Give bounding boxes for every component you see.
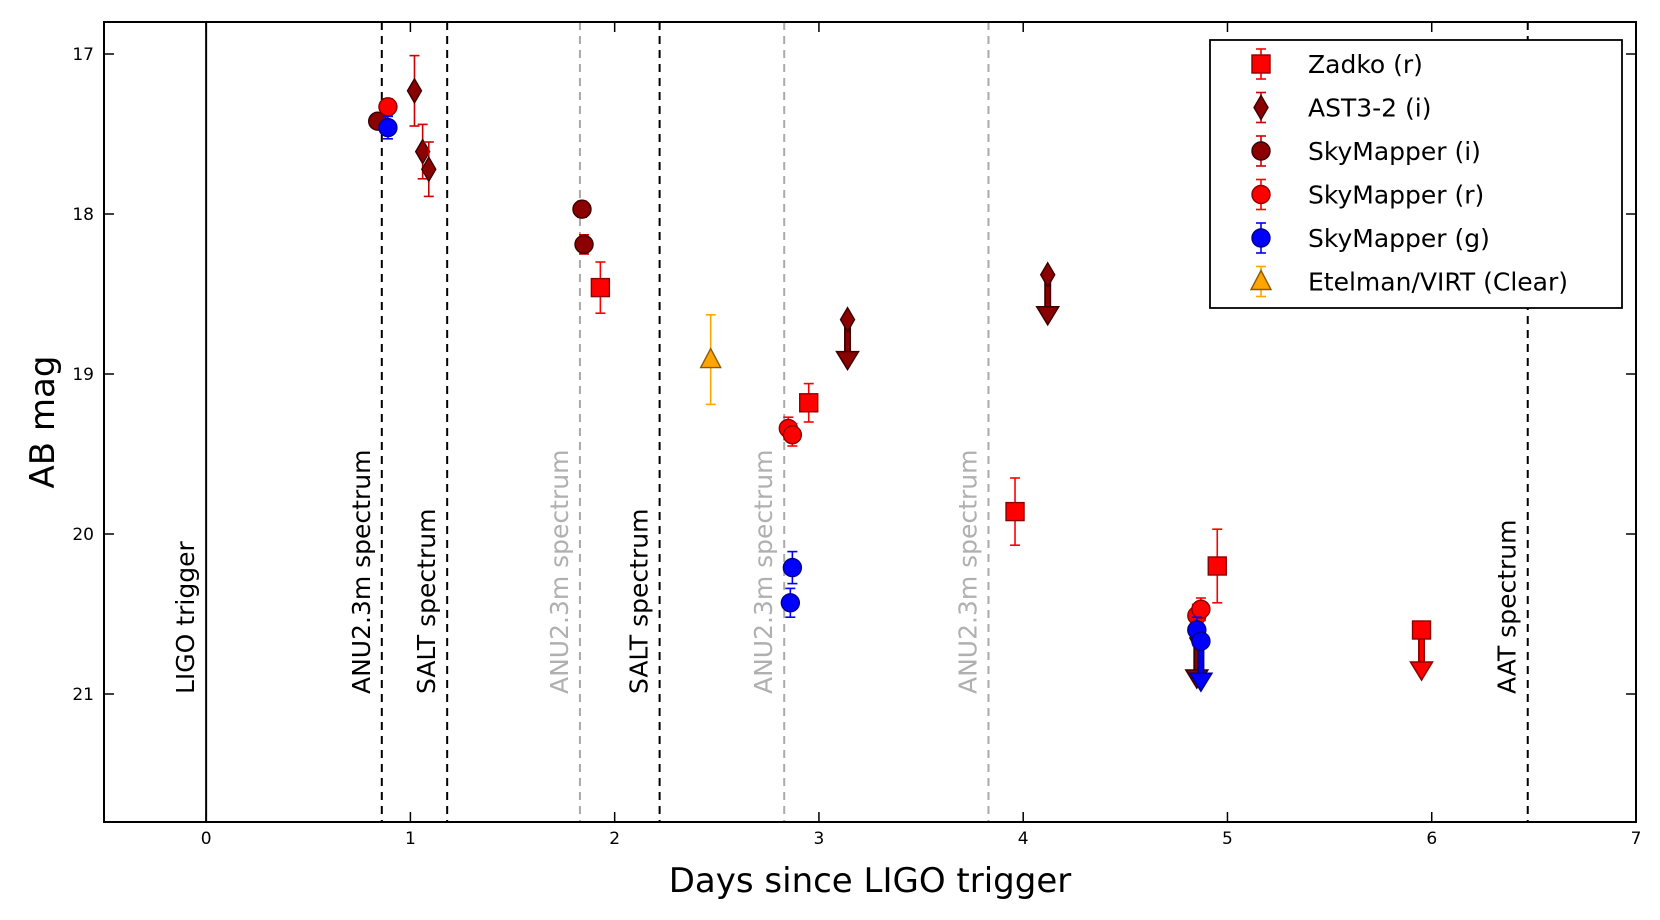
x-tick-label: 7 bbox=[1631, 829, 1642, 849]
vertical-line-label-7: AAT spectrum bbox=[1493, 520, 1522, 694]
upper-limit-marker bbox=[1039, 261, 1056, 289]
legend-marker bbox=[1251, 54, 1271, 74]
x-tick-label: 4 bbox=[1018, 829, 1029, 849]
upper-limit-marker bbox=[1411, 620, 1432, 640]
legend-marker bbox=[1251, 228, 1271, 248]
series-4 bbox=[378, 115, 1214, 693]
upper-limit-marker bbox=[1191, 631, 1211, 651]
legend-marker bbox=[1251, 141, 1271, 161]
vertical-line-label-4: SALT spectrum bbox=[625, 509, 654, 694]
data-point bbox=[699, 347, 722, 369]
plot-frame bbox=[103, 21, 1637, 823]
legend-label: AST3-2 (i) bbox=[1308, 94, 1431, 123]
data-point bbox=[1005, 501, 1025, 522]
legend-box bbox=[1209, 39, 1623, 309]
x-tick-label: 3 bbox=[814, 829, 825, 849]
legend: Zadko (r) AST3-2 (i) SkyMapper (i) SkyMappe… bbox=[1209, 39, 1623, 309]
vertical-line-label-1: ANU2.3m spectrum bbox=[347, 450, 376, 694]
legend-marker bbox=[1249, 268, 1273, 291]
data-point bbox=[590, 277, 611, 298]
legend-label: Zadko (r) bbox=[1308, 50, 1423, 79]
x-tick-label: 1 bbox=[405, 829, 416, 849]
legend-marker bbox=[1253, 94, 1269, 121]
legend-marker bbox=[1251, 184, 1271, 205]
y-tick-label: 18 bbox=[72, 205, 94, 225]
legend-label: SkyMapper (i) bbox=[1308, 137, 1481, 166]
vertical-line-label-0: LIGO trigger bbox=[171, 541, 200, 694]
vertical-line-label-6: ANU2.3m spectrum bbox=[953, 450, 982, 694]
data-point bbox=[1207, 556, 1227, 576]
legend-label: Etelman/VIRT (Clear) bbox=[1308, 268, 1568, 297]
vertical-line-label-3: ANU2.3m spectrum bbox=[545, 450, 574, 694]
x-tick-label: 2 bbox=[609, 829, 620, 849]
data-point bbox=[378, 97, 398, 117]
x-tick-label: 6 bbox=[1426, 829, 1437, 849]
series-5 bbox=[699, 313, 722, 406]
data-point bbox=[782, 557, 803, 578]
y-tick-label: 21 bbox=[72, 685, 94, 705]
y-axis-title: AB mag bbox=[23, 356, 63, 489]
upper-limit-arrow-head bbox=[1035, 306, 1061, 327]
legend-label: SkyMapper (r) bbox=[1308, 181, 1484, 210]
legend-label: SkyMapper (g) bbox=[1308, 224, 1490, 253]
data-point bbox=[414, 138, 431, 165]
data-point bbox=[378, 117, 398, 138]
x-axis-title: Days since LIGO trigger bbox=[669, 861, 1072, 901]
upper-limit-arrow-head bbox=[1188, 672, 1214, 693]
data-point bbox=[406, 77, 423, 105]
x-tick-label: 0 bbox=[201, 829, 212, 849]
x-tick-label: 5 bbox=[1222, 829, 1233, 849]
y-tick-label: 19 bbox=[72, 365, 94, 385]
y-tick-label: 17 bbox=[72, 45, 94, 65]
data-point bbox=[799, 393, 819, 413]
upper-limit-marker bbox=[839, 306, 856, 333]
data-point bbox=[572, 199, 592, 219]
data-point bbox=[574, 234, 594, 255]
data-point bbox=[782, 425, 803, 445]
vertical-line-label-2: SALT spectrum bbox=[412, 509, 441, 694]
data-point bbox=[420, 155, 437, 183]
data-point bbox=[780, 593, 801, 613]
series-0 bbox=[590, 261, 1434, 682]
vertical-line-label-5: ANU2.3m spectrum bbox=[749, 450, 778, 694]
upper-limit-arrow-head bbox=[835, 350, 860, 372]
upper-limit-arrow-head bbox=[1409, 661, 1434, 682]
data-point bbox=[1191, 599, 1211, 619]
y-tick-label: 20 bbox=[72, 525, 94, 545]
